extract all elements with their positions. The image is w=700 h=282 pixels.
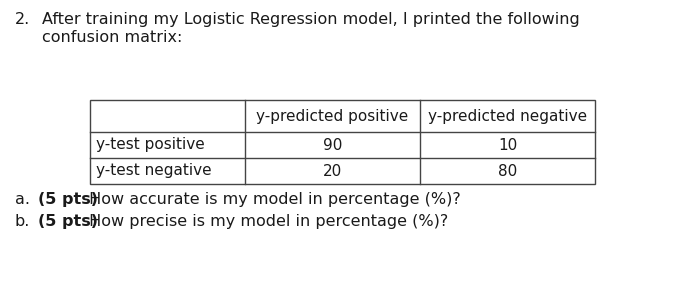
Text: (5 pts): (5 pts) xyxy=(38,214,98,229)
Text: y-predicted positive: y-predicted positive xyxy=(256,109,409,124)
Text: (5 pts): (5 pts) xyxy=(38,192,98,207)
Bar xyxy=(90,100,595,184)
Text: b.: b. xyxy=(15,214,30,229)
Text: y-test positive: y-test positive xyxy=(96,138,204,153)
Text: How precise is my model in percentage (%)?: How precise is my model in percentage (%… xyxy=(84,214,448,229)
Text: 2.: 2. xyxy=(15,12,30,27)
Text: 90: 90 xyxy=(323,138,342,153)
Text: 10: 10 xyxy=(498,138,517,153)
Text: How accurate is my model in percentage (%)?: How accurate is my model in percentage (… xyxy=(84,192,461,207)
Text: confusion matrix:: confusion matrix: xyxy=(42,30,183,45)
Text: y-test negative: y-test negative xyxy=(96,164,211,179)
Text: y-predicted negative: y-predicted negative xyxy=(428,109,587,124)
Text: After training my Logistic Regression model, I printed the following: After training my Logistic Regression mo… xyxy=(42,12,580,27)
Text: a.: a. xyxy=(15,192,30,207)
Text: 20: 20 xyxy=(323,164,342,179)
Text: 80: 80 xyxy=(498,164,517,179)
